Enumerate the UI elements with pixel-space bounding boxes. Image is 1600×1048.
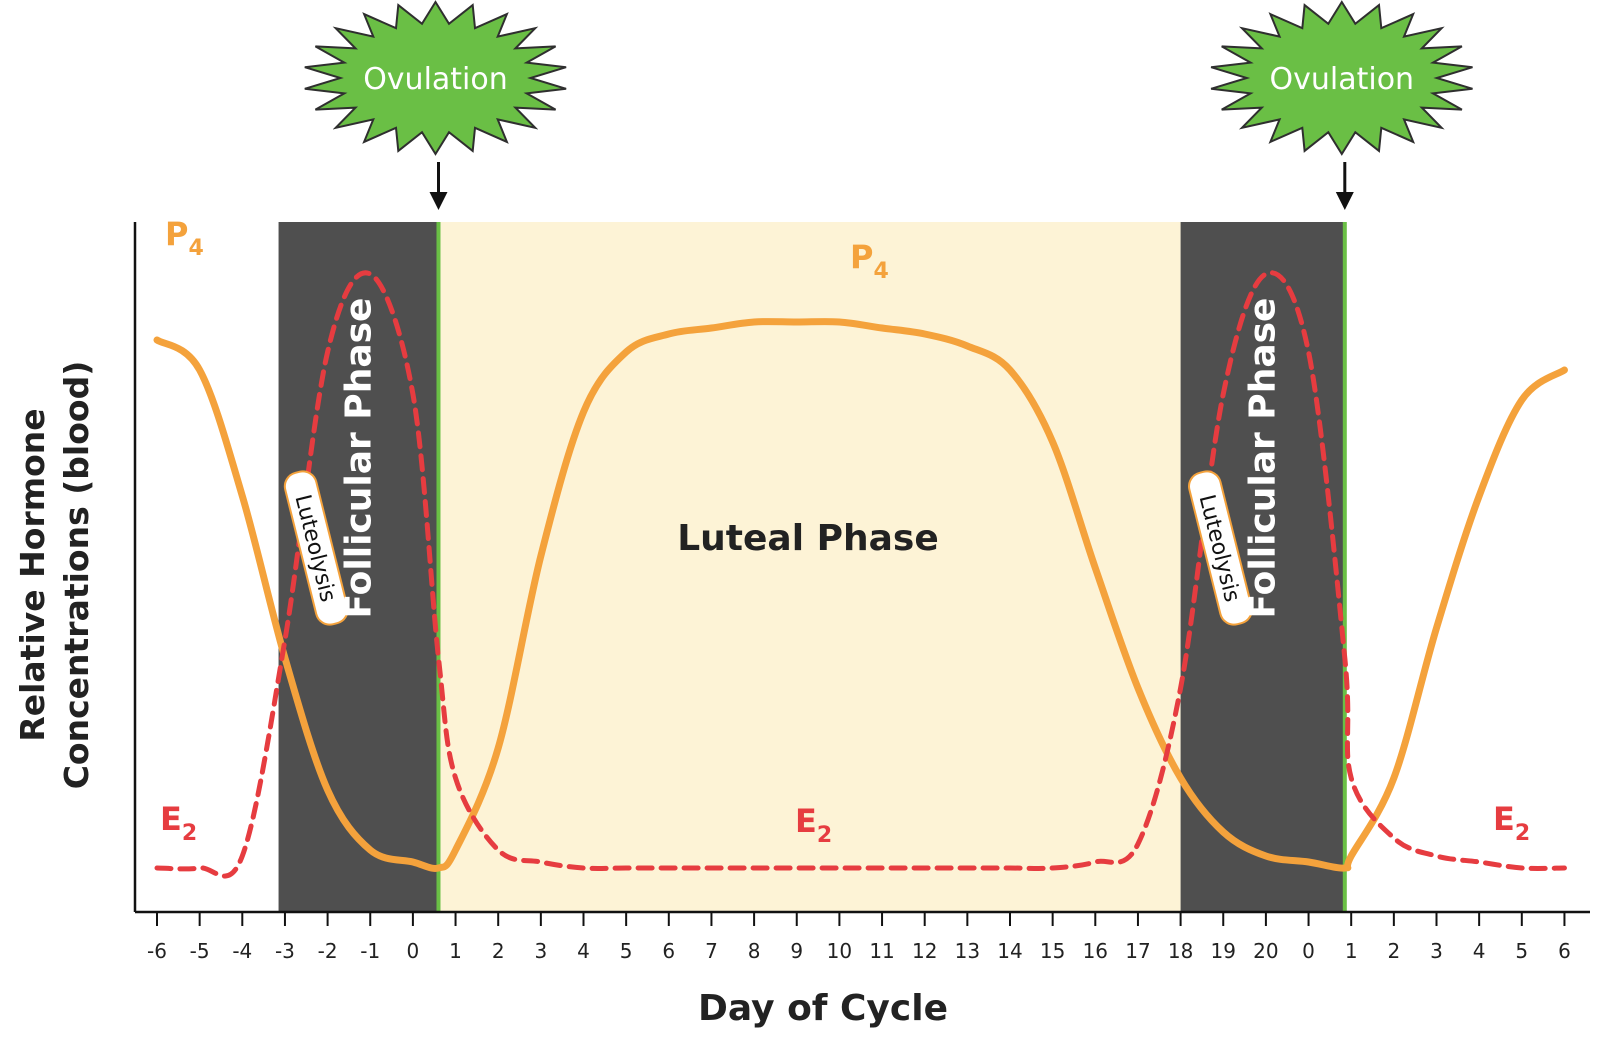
x-tick-label-16: 10 <box>827 939 852 963</box>
x-tick-label-31: 4 <box>1473 939 1486 963</box>
x-tick-label-26: 20 <box>1253 939 1278 963</box>
x-tick-label-30: 3 <box>1430 939 1443 963</box>
ovulation-burst-1 <box>1210 0 1473 156</box>
x-tick-label-15: 9 <box>790 939 803 963</box>
x-tick-label-21: 15 <box>1040 939 1065 963</box>
x-tick-label-33: 6 <box>1558 939 1571 963</box>
series-line-E2 <box>154 270 1567 879</box>
phase-label-2: Follicular Phase <box>1243 298 1284 619</box>
series-label-sub-1: 4 <box>873 259 888 284</box>
phase-band-1 <box>438 222 1181 912</box>
x-tick-label-19: 13 <box>955 939 980 963</box>
series-label-E2-2: E2 <box>160 800 197 846</box>
series-label-base-2: E <box>160 800 182 838</box>
phase-label-1: Luteal Phase <box>677 518 939 559</box>
x-tick-label-3: -3 <box>275 939 295 963</box>
x-tick-label-8: 2 <box>492 939 505 963</box>
luteolysis-pill-1 <box>1188 470 1253 626</box>
x-tick-label-9: 3 <box>534 939 547 963</box>
x-tick-label-18: 12 <box>912 939 937 963</box>
phase-label-0: Follicular Phase <box>339 298 380 619</box>
x-tick-label-29: 2 <box>1387 939 1400 963</box>
series-label-sub-3: 2 <box>817 823 832 848</box>
x-tick-label-24: 18 <box>1168 939 1193 963</box>
series-label-base-0: P <box>165 215 188 253</box>
x-tick-label-10: 4 <box>577 939 590 963</box>
x-tick-label-28: 1 <box>1345 939 1358 963</box>
series-label-base-3: E <box>795 802 817 840</box>
series-label-sub-4: 2 <box>1515 821 1530 846</box>
x-tick-label-27: 0 <box>1302 939 1315 963</box>
series-label-sub-2: 2 <box>182 821 197 846</box>
series-label-P4-1: P4 <box>850 238 889 284</box>
axes: -6 -5 -4 -3 -2 -1 0 1 2 3 4 5 6 7 8 9 10 11 12 13 14 15 16 17 18… <box>13 222 1590 1029</box>
hormone-lines <box>153 270 1568 879</box>
x-tick-label-7: 1 <box>449 939 462 963</box>
ovulation-label-1: Ovulation <box>1270 62 1415 97</box>
x-tick-label-14: 8 <box>748 939 761 963</box>
x-tick-label-23: 17 <box>1125 939 1150 963</box>
x-tick-label-2: -4 <box>232 939 252 963</box>
ovulation-label-0: Ovulation <box>363 62 508 97</box>
phase-bands <box>278 222 1347 912</box>
x-tick-label-0: -6 <box>147 939 167 963</box>
x-tick-label-12: 6 <box>662 939 675 963</box>
series-label-sub-0: 4 <box>188 236 203 261</box>
x-tick-label-22: 16 <box>1083 939 1108 963</box>
x-tick-label-25: 19 <box>1211 939 1236 963</box>
ovulation-burst-0 <box>304 0 567 156</box>
x-axis-title: Day of Cycle <box>698 988 948 1029</box>
ovulation-arrow-head-1 <box>1335 192 1354 210</box>
x-tick-label-6: 0 <box>407 939 420 963</box>
series-label-E2-3: E2 <box>795 802 832 848</box>
series-label-base-4: E <box>1493 800 1515 838</box>
luteolysis-pill-0 <box>283 470 349 626</box>
x-tick-label-5: -1 <box>360 939 380 963</box>
y-axis-title: Relative Hormone Concentrations (blood) <box>13 361 96 790</box>
x-tick-label-1: -5 <box>190 939 210 963</box>
x-tick-label-20: 14 <box>997 939 1022 963</box>
series-line-P4 <box>153 318 1568 872</box>
series-label-P4-0: P4 <box>165 215 204 261</box>
x-tick-label-17: 11 <box>869 939 894 963</box>
series-label-E2-4: E2 <box>1493 800 1530 846</box>
x-tick-label-4: -2 <box>318 939 338 963</box>
y-axis-title-line-0: Relative Hormone <box>13 408 52 741</box>
x-tick-label-13: 7 <box>705 939 718 963</box>
ovulation-arrow-head-0 <box>429 192 448 210</box>
ovulation-events: Ovulation Ovulation <box>304 0 1473 210</box>
x-tick-label-32: 5 <box>1515 939 1528 963</box>
series-label-base-1: P <box>850 238 873 276</box>
y-axis-title-line-1: Concentrations (blood) <box>57 361 96 790</box>
x-tick-label-11: 5 <box>620 939 633 963</box>
